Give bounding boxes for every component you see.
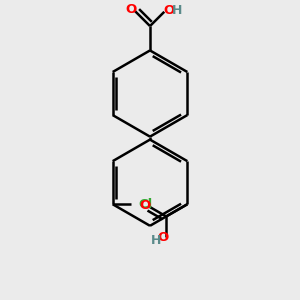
Text: O: O — [158, 231, 169, 244]
Text: O: O — [140, 199, 151, 212]
Text: O: O — [125, 3, 136, 16]
Text: O: O — [163, 4, 174, 17]
Text: H: H — [172, 4, 182, 17]
Text: Cl: Cl — [139, 198, 153, 211]
Text: H: H — [151, 234, 162, 247]
